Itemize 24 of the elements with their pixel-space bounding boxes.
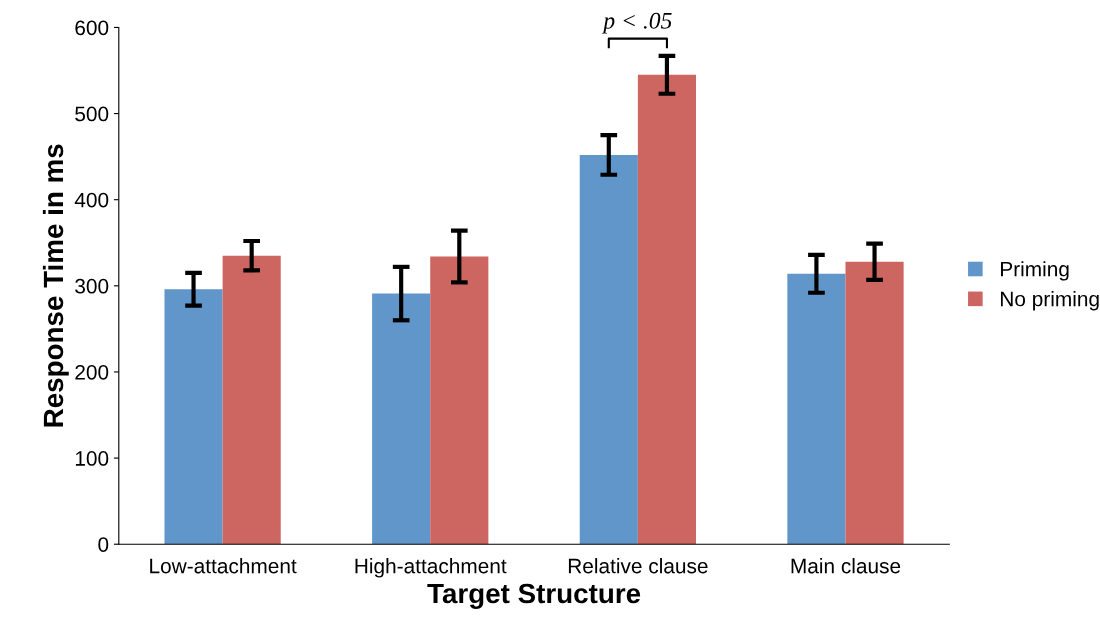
x-tick-label: Main clause bbox=[791, 558, 901, 574]
bar bbox=[787, 273, 846, 545]
bar bbox=[637, 74, 696, 545]
y-tick-label: 400 bbox=[74, 192, 109, 208]
y-tick-label: 500 bbox=[75, 106, 109, 122]
x-axis-title: Target Structure bbox=[427, 583, 641, 609]
y-tick-label: 200 bbox=[75, 364, 109, 380]
bar bbox=[430, 256, 489, 545]
y-tick-label: 600 bbox=[75, 20, 109, 36]
bar bbox=[579, 154, 638, 545]
legend-label: No priming bbox=[1001, 291, 1099, 311]
x-tick-label: Relative clause bbox=[568, 558, 708, 574]
x-tick-label: High-attachment bbox=[355, 558, 507, 578]
legend-label: Priming bbox=[1001, 261, 1069, 281]
y-tick-label: 100 bbox=[75, 451, 109, 466]
y-axis-title: Response Time in ms bbox=[42, 144, 69, 427]
y-tick-label: 300 bbox=[75, 278, 109, 294]
y-tick-label: 0 bbox=[98, 537, 109, 552]
bar bbox=[372, 293, 431, 545]
bar bbox=[222, 255, 281, 545]
bar bbox=[845, 261, 904, 545]
x-tick-label: Low-attachment bbox=[150, 558, 297, 574]
bar bbox=[164, 289, 223, 545]
annotation: p < .05 bbox=[601, 12, 672, 34]
